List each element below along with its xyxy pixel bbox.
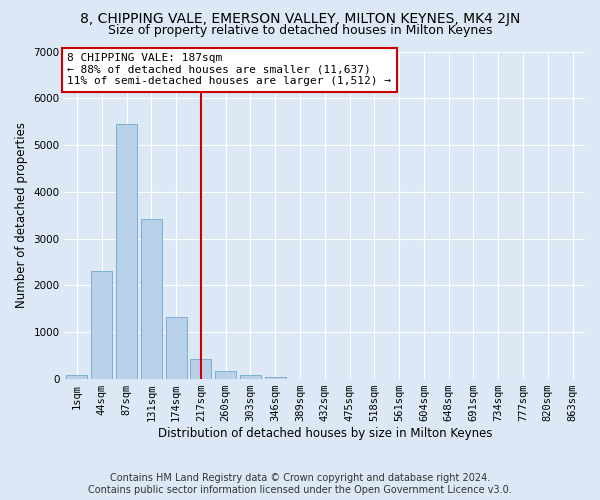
Text: 8, CHIPPING VALE, EMERSON VALLEY, MILTON KEYNES, MK4 2JN: 8, CHIPPING VALE, EMERSON VALLEY, MILTON…: [80, 12, 520, 26]
Bar: [141, 219, 162, 379]
Bar: [91, 272, 112, 379]
Bar: [116, 124, 137, 379]
Bar: [240, 376, 261, 379]
Text: Contains HM Land Registry data © Crown copyright and database right 2024.
Contai: Contains HM Land Registry data © Crown c…: [88, 474, 512, 495]
Bar: [166, 318, 187, 379]
Bar: [67, 376, 88, 379]
Bar: [190, 359, 211, 379]
X-axis label: Distribution of detached houses by size in Milton Keynes: Distribution of detached houses by size …: [158, 427, 492, 440]
Text: Size of property relative to detached houses in Milton Keynes: Size of property relative to detached ho…: [108, 24, 492, 37]
Y-axis label: Number of detached properties: Number of detached properties: [15, 122, 28, 308]
Bar: [215, 372, 236, 379]
Text: 8 CHIPPING VALE: 187sqm
← 88% of detached houses are smaller (11,637)
11% of sem: 8 CHIPPING VALE: 187sqm ← 88% of detache…: [67, 53, 391, 86]
Bar: [265, 376, 286, 379]
